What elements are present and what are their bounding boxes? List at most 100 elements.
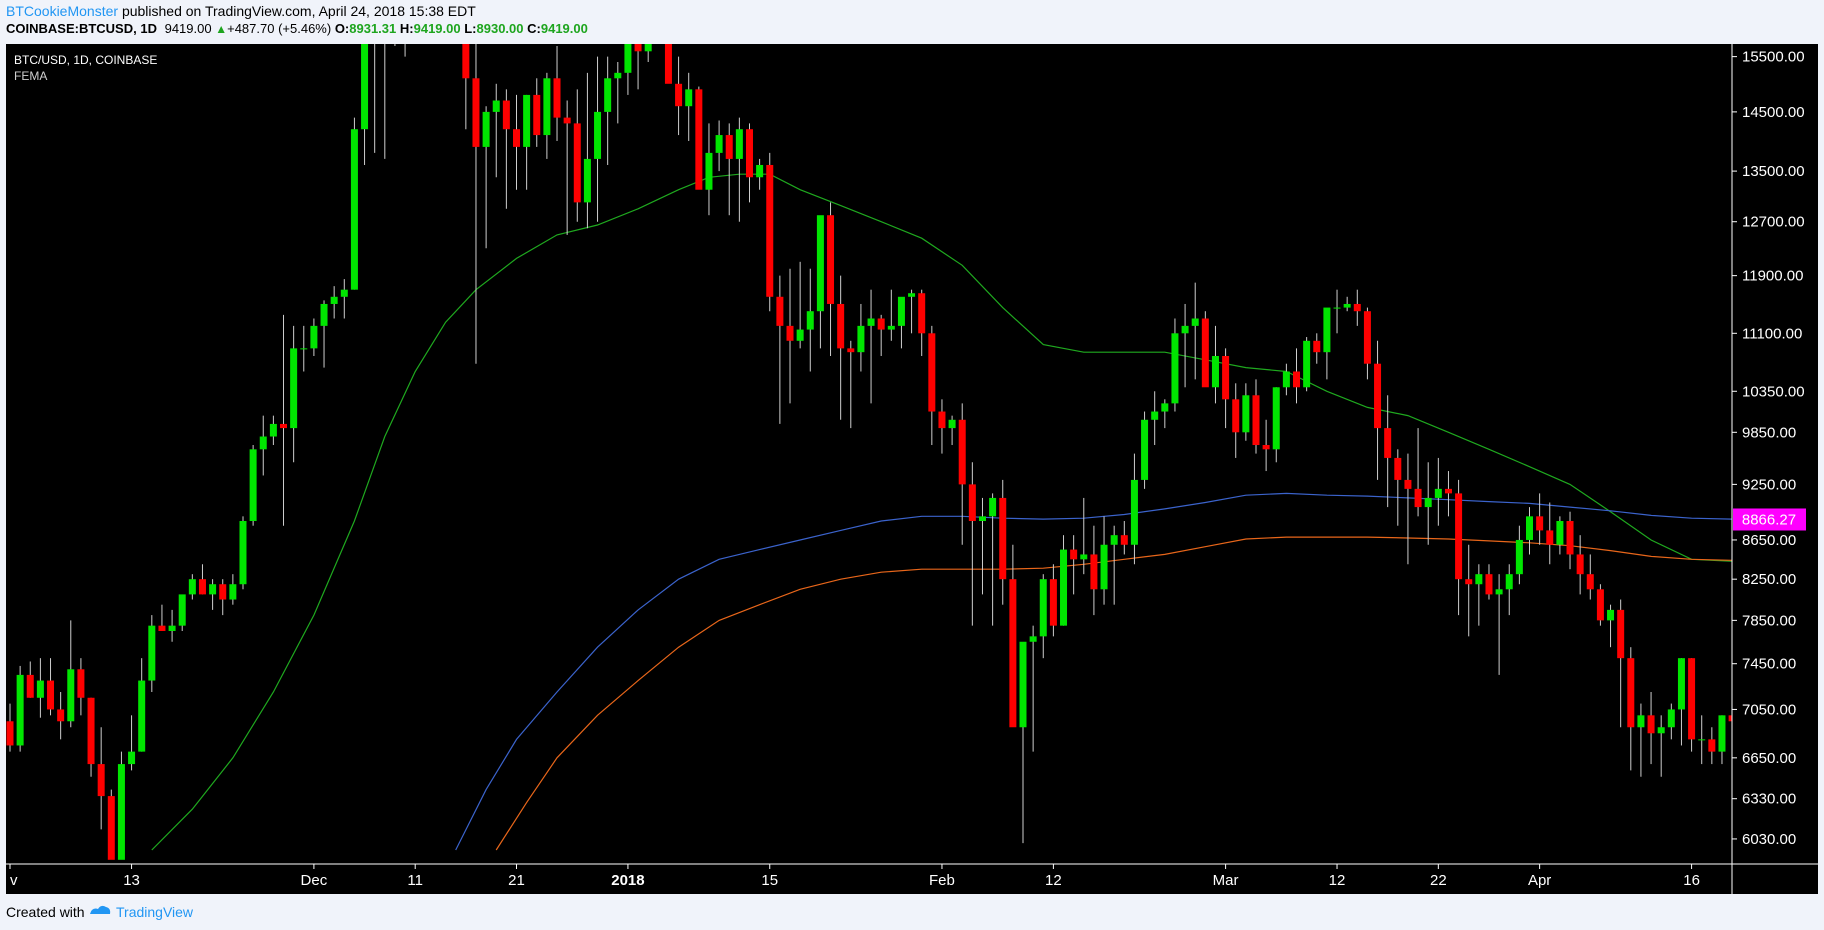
candle-body [229,584,237,600]
candle-body [87,697,95,765]
candle-body [1556,521,1564,545]
candle-body [1100,544,1108,590]
candle-body [1252,395,1260,446]
candle-body [1049,579,1057,626]
candle-body [1434,488,1442,498]
candle-body [1810,605,1817,610]
candle-body [1475,574,1483,585]
candle-body [330,296,338,304]
ema-line-1 [151,173,1732,851]
candle-body [1222,356,1230,400]
candle-body [1313,340,1321,353]
candle-body [583,158,591,203]
candle-body [158,625,166,631]
candle-body [735,129,743,159]
y-tick-label: 15500.00 [1742,49,1805,66]
price-tag-value: 8866.27 [1742,511,1796,528]
candle-body [614,72,622,79]
candle-body [1515,539,1523,575]
candle-body [1019,641,1027,728]
candle-body [1201,318,1209,388]
candle-body [1505,574,1513,590]
price-axis[interactable]: 6030.00 6330.00 6650.00 7050.00 7450.00 7850.… [1732,49,1805,848]
candle-body [968,484,976,522]
candle-body [188,579,196,595]
candle-body [1566,521,1574,555]
candle-body [918,293,926,334]
candle-body [644,44,652,52]
chart-header: BTCookieMonster published on TradingView… [0,0,1824,44]
candle-body [361,44,369,130]
candle-body [1090,554,1098,590]
candle-body [1353,303,1361,312]
time-axis[interactable]: v 13 Dec 11 21 2018 15 Feb 12 Mar 12 22 Apr 16 [9,864,1700,889]
candle-body [1303,340,1311,388]
y-tick-label: 6330.00 [1742,791,1796,808]
candle-body [1151,411,1159,420]
candle-body [320,303,328,326]
candle-body [198,579,206,595]
candle-body [1800,605,1807,615]
low-value: 8930.00 [476,21,524,36]
x-tick-label: 11 [407,872,423,889]
candle-body [837,303,845,349]
candle-body [1272,387,1280,450]
candle-body [786,325,794,341]
x-tick-label: 16 [1683,872,1700,889]
candle-body [513,129,520,147]
candle-body [523,94,531,147]
candle-body [280,423,288,429]
candle-body [1384,428,1392,458]
candle-body [573,123,581,203]
candle-body [117,764,125,860]
up-arrow-icon: ▲ [215,22,228,36]
candle-body [857,325,865,353]
candle-body [1637,715,1645,728]
candle-body [1708,739,1716,752]
x-tick-label: Dec [301,872,328,889]
close-label: C: [527,21,541,36]
candle-body [1607,609,1615,621]
candle-body [877,318,885,330]
price-chart[interactable]: 6030.00 6330.00 6650.00 7050.00 7450.00 7850.… [6,44,1818,894]
last-price: 9419.00 [164,21,212,36]
candle-body [1141,419,1149,480]
candle-body [1282,371,1290,388]
x-tick-label: 21 [508,872,525,889]
tradingview-brand-link[interactable]: TradingView [116,904,194,920]
candle-body [77,669,85,698]
candle-body [634,44,642,52]
close-value: 9419.00 [540,21,588,36]
candle-body [1526,516,1533,540]
publish-line: BTCookieMonster published on TradingView… [6,3,476,19]
candle-body [887,325,895,330]
open-value: 8931.31 [349,21,397,36]
candle-body [705,152,713,190]
candle-body [128,751,136,765]
open-label: O: [334,21,350,36]
y-tick-label: 7050.00 [1742,701,1796,718]
candle-body [999,497,1007,580]
y-tick-label: 11900.00 [1742,268,1803,285]
candle-body [1110,535,1118,545]
candle-body [1657,727,1665,734]
candle-body [776,296,784,326]
candle-body [1181,325,1189,334]
candle-body [300,348,308,350]
author-link[interactable]: BTCookieMonster [6,3,119,19]
candle-body [1070,549,1078,560]
candle-body [604,78,612,112]
price-change: +487.70 (+5.46%) [227,21,332,36]
x-tick-label: 15 [761,872,778,889]
candle-body [1596,589,1604,621]
candle-body [1455,493,1463,580]
candles [6,44,1817,860]
candle-body [67,669,75,722]
candle-body [1120,535,1128,545]
candle-body [1718,715,1726,752]
x-tick-label: Apr [1528,872,1551,889]
y-tick-label: 8650.00 [1742,532,1796,549]
candle-body [685,89,693,107]
candle-body [502,100,510,130]
candle-body [533,94,541,136]
